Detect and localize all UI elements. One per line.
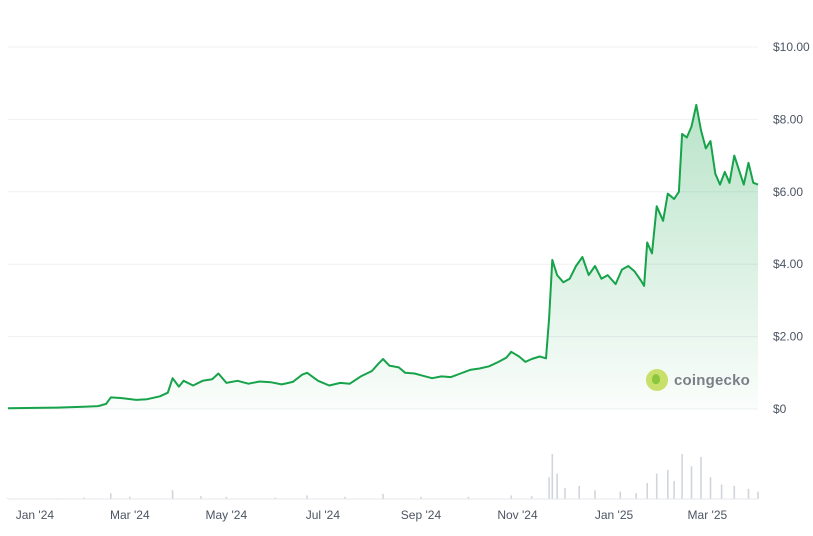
volume-bar [681, 454, 683, 499]
volume-bar [619, 491, 622, 499]
y-tick-label: $4.00 [773, 257, 803, 271]
x-tick-label: Jul '24 [306, 508, 341, 522]
volume-bar [344, 496, 346, 499]
x-tick-label: May '24 [206, 508, 248, 522]
price-area-fill [8, 104, 758, 410]
volume-bar [564, 488, 566, 499]
x-tick-label: Mar '24 [110, 508, 150, 522]
x-tick-label: Jan '25 [595, 508, 634, 522]
volume-bar [757, 491, 759, 499]
volume-bar [700, 456, 702, 499]
volume-bar [655, 473, 658, 499]
x-tick-label: Nov '24 [497, 508, 538, 522]
volume-bar [720, 484, 723, 499]
volume-bar [690, 466, 693, 499]
volume-bar [530, 496, 533, 499]
x-tick-label: Sep '24 [401, 508, 442, 522]
volume-bars [7, 454, 759, 499]
y-axis-ticks: $0 $2.00 $4.00 $6.00 $8.00 $10.00 [773, 40, 810, 416]
y-tick-label: $0 [773, 402, 787, 416]
volume-bar [274, 497, 277, 499]
volume-bar [551, 454, 554, 499]
x-tick-label: Mar '25 [688, 508, 728, 522]
x-axis-ticks: Jan '24 Mar '24 May '24 Jul '24 Sep '24 Nov '… [16, 508, 728, 522]
volume-bar [548, 477, 550, 499]
volume-bar [733, 485, 736, 499]
y-tick-label: $2.00 [773, 330, 803, 344]
volume-bar [635, 493, 637, 499]
y-tick-label: $10.00 [773, 40, 810, 54]
volume-bar [667, 470, 669, 499]
volume-bar [420, 496, 422, 499]
volume-bar [200, 496, 202, 499]
volume-bar [556, 473, 558, 499]
volume-bar [129, 496, 131, 499]
coingecko-watermark: coingecko [646, 369, 750, 391]
volume-bar [709, 477, 712, 499]
volume-bar [171, 490, 174, 499]
volume-bar [510, 495, 512, 499]
y-tick-label: $8.00 [773, 112, 803, 126]
x-tick-label: Jan '24 [16, 508, 55, 522]
volume-bar [594, 490, 596, 499]
watermark-text: coingecko [674, 371, 750, 389]
volume-bar [306, 495, 308, 499]
coingecko-logo-icon [646, 369, 668, 391]
volume-bar [110, 493, 112, 499]
volume-bar [673, 480, 675, 499]
price-line[interactable] [7, 103, 759, 410]
volume-bar [83, 497, 85, 499]
volume-bar [578, 485, 580, 499]
volume-bar [646, 483, 648, 499]
volume-bar [382, 493, 384, 499]
volume-bar [225, 496, 228, 499]
y-tick-label: $6.00 [773, 185, 803, 199]
volume-bar [747, 488, 750, 499]
volume-bar [467, 496, 470, 499]
